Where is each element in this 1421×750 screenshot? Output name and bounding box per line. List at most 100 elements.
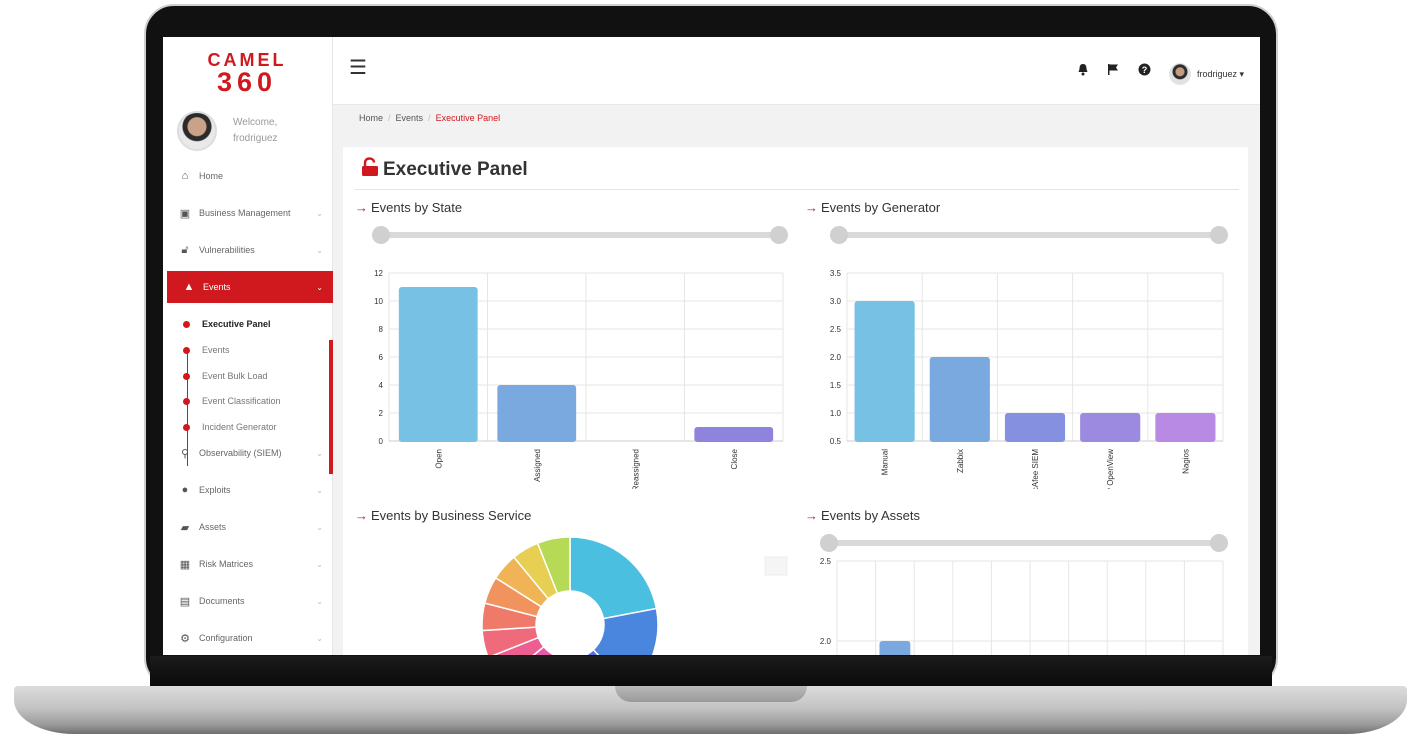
executive-panel: Executive Panel → Events by State → Events… <box>343 147 1248 655</box>
sidebar: CAMEL 360 Welcome, frodriguez ⌂ Home ▣ B… <box>163 37 333 655</box>
x-tick-label: McAfee SIEM <box>1031 449 1040 489</box>
bar[interactable] <box>1004 413 1066 442</box>
book-icon: ▤ <box>179 595 191 608</box>
y-tick-label: 2.0 <box>830 353 842 362</box>
chevron-down-icon: ⌄ <box>316 485 323 495</box>
bar[interactable] <box>879 641 911 655</box>
logo[interactable]: CAMEL 360 <box>207 50 287 96</box>
x-tick-label: Open <box>434 449 443 469</box>
warning-icon: ▲ <box>183 281 195 293</box>
x-tick-label: Nagios <box>1181 449 1190 474</box>
hamburger-menu-icon[interactable]: ☰ <box>349 57 367 79</box>
submenu-label: Event Bulk Load <box>202 371 268 381</box>
sidebar-item-assets[interactable]: ▰ Assets ⌄ <box>163 512 333 542</box>
bar[interactable] <box>929 357 990 442</box>
sidebar-item-exploits[interactable]: ● Exploits ⌄ <box>163 475 333 505</box>
events-submenu: Executive Panel Events Event Bulk Load E… <box>167 319 333 474</box>
arrow-right-icon: → <box>355 200 368 215</box>
chevron-down-icon: ⌄ <box>316 245 323 255</box>
title-divider <box>355 189 1239 190</box>
briefcase-icon: ▣ <box>179 207 191 220</box>
sidebar-item-label: Configuration <box>199 633 253 643</box>
sidebar-item-documents[interactable]: ▤ Documents ⌄ <box>163 586 333 616</box>
breadcrumb-events[interactable]: Events <box>395 113 424 123</box>
y-tick-label: 6 <box>379 353 384 362</box>
submenu-item-event-classification[interactable]: Event Classification <box>183 393 281 409</box>
sidebar-item-home[interactable]: ⌂ Home <box>163 161 333 191</box>
submenu-item-events[interactable]: Events <box>183 342 230 358</box>
submenu-label: Executive Panel <box>202 319 271 329</box>
arrow-right-icon: → <box>805 508 818 523</box>
pie-slice[interactable] <box>592 607 659 655</box>
y-tick-label: 2 <box>379 409 384 418</box>
submenu-dot <box>183 346 190 354</box>
y-tick-label: 10 <box>374 297 383 306</box>
submenu-item-event-bulk-load[interactable]: Event Bulk Load <box>183 368 268 384</box>
x-tick-label: HP OpenView <box>1106 449 1115 489</box>
x-tick-label: Zabbix <box>956 449 965 473</box>
chart-toolbox-button[interactable] <box>764 556 788 576</box>
truck-icon: ▰ <box>180 521 190 534</box>
pie-slice[interactable] <box>502 645 555 655</box>
user-menu-toggle[interactable]: frodriguez ▾ <box>1197 69 1245 79</box>
events-by-business-service-chart <box>481 536 788 655</box>
sidebar-item-label: Home <box>199 171 224 181</box>
sidebar-item-configuration[interactable]: ⚙ Configuration ⌄ <box>163 623 333 653</box>
zoom-slider-handle-right[interactable] <box>1210 534 1228 552</box>
zoom-slider-track[interactable] <box>829 540 1219 546</box>
sidebar-item-observability[interactable]: ⚲ Observability (SIEM) ⌄ <box>163 438 333 468</box>
sidebar-item-label: Risk Matrices <box>199 559 254 569</box>
bar[interactable] <box>694 427 774 442</box>
sidebar-item-events[interactable]: ▲ Events ⌄ <box>167 271 333 303</box>
breadcrumb-separator: / <box>388 113 391 123</box>
y-tick-label: 8 <box>379 325 384 334</box>
bomb-icon: ● <box>181 484 189 496</box>
zoom-slider-handle-left[interactable] <box>372 226 390 244</box>
pie-slice[interactable] <box>569 536 658 620</box>
zoom-slider-track[interactable] <box>381 232 779 238</box>
chart-title-events-by-assets: → Events by Assets <box>805 508 920 523</box>
sidebar-item-label: Vulnerabilities <box>199 245 255 255</box>
y-tick-label: 2.5 <box>830 325 842 334</box>
events-by-state-chart: 0 2 4 6 8 10 12 Open Assigned Reassigned Close <box>372 226 788 489</box>
x-tick-label: Assigned <box>533 449 542 482</box>
bar[interactable] <box>497 385 577 442</box>
chevron-down-icon: ⌄ <box>316 633 323 643</box>
welcome-label: Welcome, <box>233 117 278 128</box>
chevron-down-icon: ⌄ <box>316 559 323 569</box>
submenu-item-executive-panel[interactable]: Executive Panel <box>183 316 271 332</box>
bell-icon[interactable] <box>1077 63 1089 79</box>
bar[interactable] <box>1080 413 1141 442</box>
y-tick-label: 12 <box>374 269 383 278</box>
zoom-slider-track[interactable] <box>839 232 1219 238</box>
flag-icon[interactable] <box>1107 63 1119 79</box>
x-tick-label: Close <box>730 448 739 469</box>
zoom-slider-handle-right[interactable] <box>770 226 788 244</box>
help-icon[interactable]: ? <box>1138 63 1151 79</box>
chevron-down-icon: ⌄ <box>316 596 323 606</box>
logo-line1: CAMEL <box>207 50 287 70</box>
sidebar-item-label: Documents <box>199 596 245 606</box>
page-title: Executive Panel <box>361 157 528 183</box>
events-by-assets-chart: 1.52.02.5 <box>820 534 1228 655</box>
bar[interactable] <box>854 301 915 442</box>
arrow-right-icon: → <box>355 508 368 523</box>
pie-slice[interactable] <box>536 536 571 595</box>
bar[interactable] <box>1155 413 1216 442</box>
user-avatar[interactable] <box>1169 63 1191 85</box>
zoom-slider-handle-left[interactable] <box>820 534 838 552</box>
bar[interactable] <box>398 287 478 442</box>
breadcrumb-home[interactable]: Home <box>359 113 384 123</box>
sidebar-item-vulnerabilities[interactable]: 🔓︎ Vulnerabilities ⌄ <box>163 235 333 265</box>
submenu-item-incident-generator[interactable]: Incident Generator <box>183 419 277 435</box>
profile: Welcome, frodriguez <box>177 111 327 151</box>
home-icon: ⌂ <box>181 170 189 182</box>
chart-title-events-by-generator: → Events by Generator <box>805 200 940 215</box>
laptop-notch <box>615 686 807 702</box>
chart-title-text: Events by Generator <box>821 200 941 215</box>
sidebar-item-risk-matrices[interactable]: ▦ Risk Matrices ⌄ <box>163 549 333 579</box>
sidebar-item-business-management[interactable]: ▣ Business Management ⌄ <box>163 198 333 228</box>
zoom-slider-handle-right[interactable] <box>1210 226 1228 244</box>
zoom-slider-handle-left[interactable] <box>830 226 848 244</box>
pie-slice[interactable] <box>578 648 630 655</box>
